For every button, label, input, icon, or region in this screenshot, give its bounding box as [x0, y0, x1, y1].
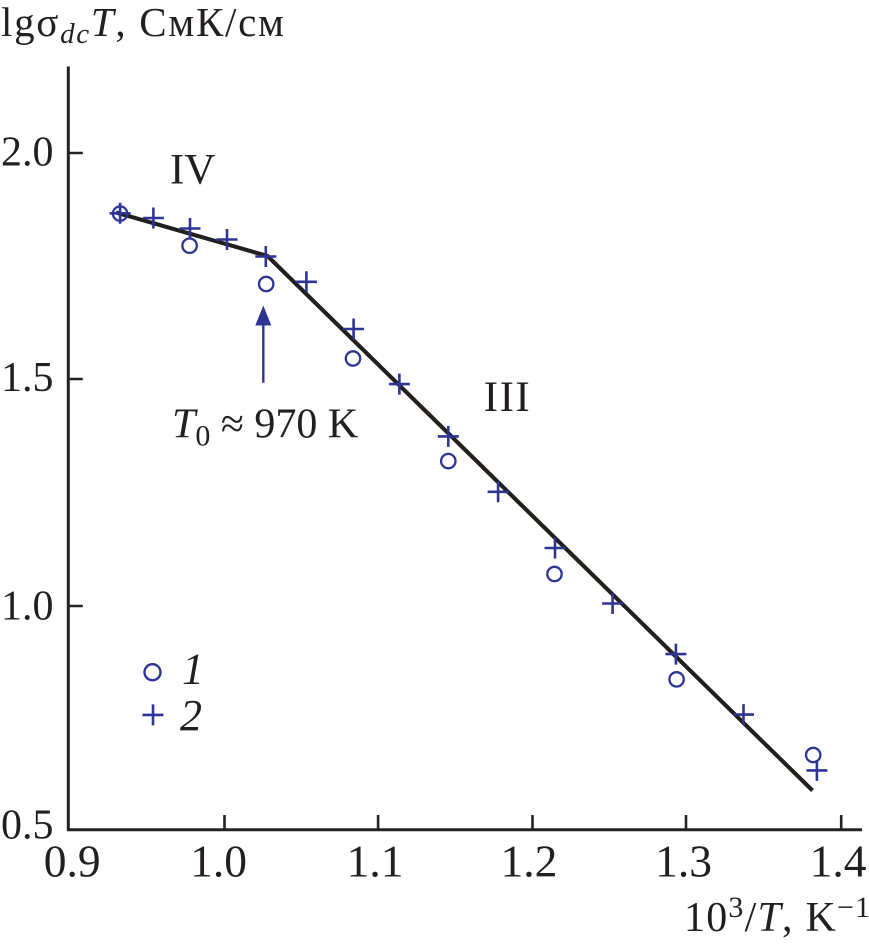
svg-text:103/T, K−1: 103/T, K−1	[684, 891, 869, 941]
svg-text:1.5: 1.5	[1, 355, 54, 401]
svg-text:2: 2	[180, 691, 202, 740]
svg-text:1.3: 1.3	[655, 836, 712, 887]
svg-text:III: III	[484, 374, 531, 421]
svg-text:2.0: 2.0	[1, 130, 54, 176]
svg-text:1.2: 1.2	[500, 836, 557, 887]
svg-text:0.5: 0.5	[1, 803, 54, 849]
svg-text:1: 1	[182, 645, 204, 694]
svg-text:T0 ≈ 970 K: T0 ≈ 970 K	[172, 402, 358, 453]
svg-text:1.0: 1.0	[190, 836, 247, 887]
svg-text:1.1: 1.1	[347, 836, 404, 887]
svg-text:IV: IV	[170, 147, 215, 194]
svg-text:lgσdcT, СмК/см: lgσdcT, СмК/см	[1, 0, 286, 50]
svg-text:1.0: 1.0	[1, 584, 54, 630]
svg-text:1.4: 1.4	[810, 836, 867, 887]
svg-text:0.9: 0.9	[44, 836, 101, 887]
